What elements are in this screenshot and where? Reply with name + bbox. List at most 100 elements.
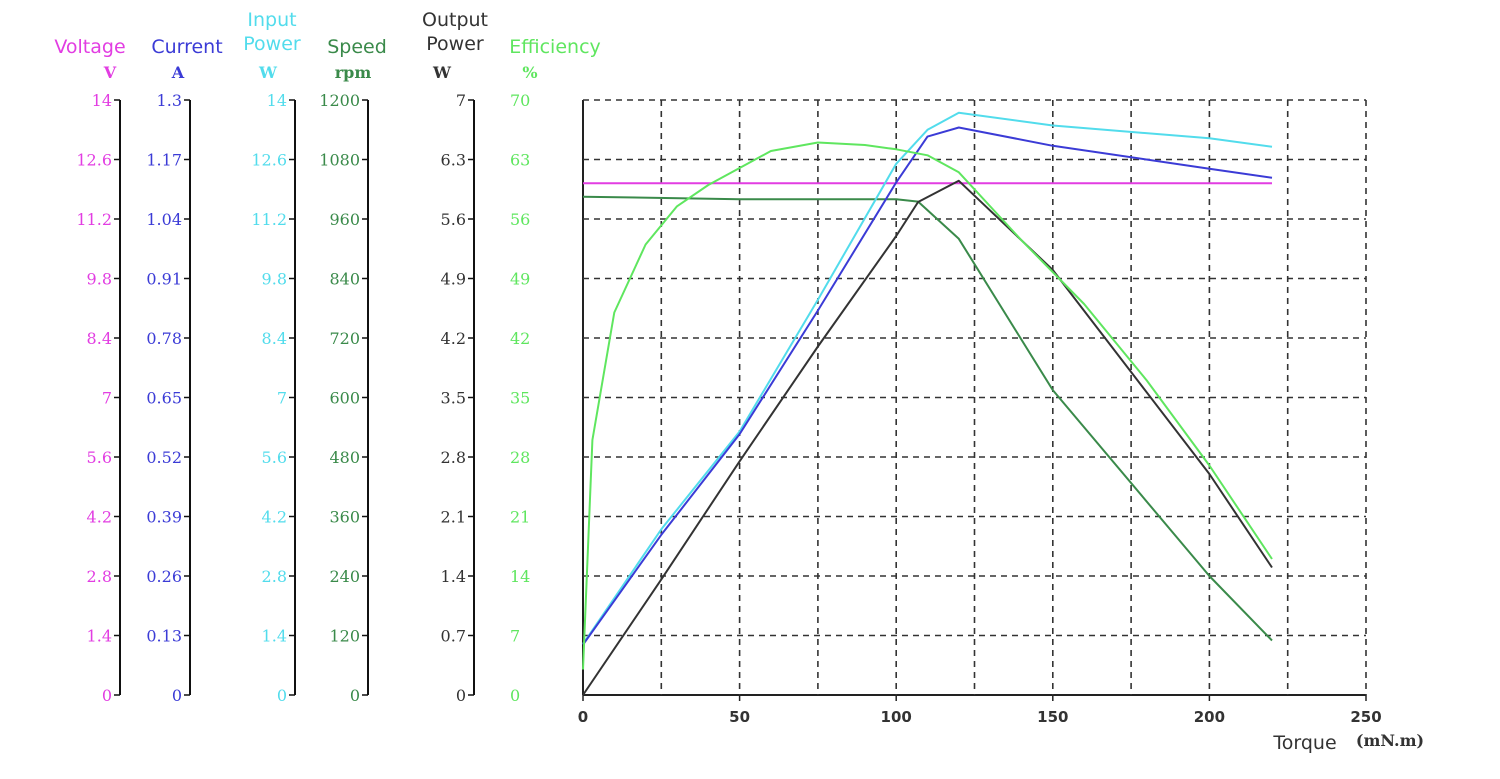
axis-tick-label: 0 bbox=[456, 686, 466, 705]
axis-tick-label: 1.4 bbox=[262, 627, 287, 646]
series-line-output_power bbox=[582, 179, 1273, 696]
axis-title-current: Current bbox=[151, 36, 222, 58]
axis-voltage: Voltage V 0 1.4 2.8 4.2 5.6 7 8.4 9.8 11.2 12.6 14 bbox=[54, 36, 125, 705]
axis-tick-label: 0.26 bbox=[146, 567, 182, 586]
axis-tick-label: 120 bbox=[329, 627, 360, 646]
axis-unit-input_power: W bbox=[258, 63, 278, 82]
axis-tick-label: 12.6 bbox=[76, 151, 112, 170]
axis-tick-label: 480 bbox=[329, 448, 360, 467]
axis-tick-label: 1.17 bbox=[146, 151, 182, 170]
axis-title-input_power: Input Power bbox=[243, 9, 301, 55]
axis-tick-label: 1.4 bbox=[441, 567, 466, 586]
axis-tick-label: 14 bbox=[267, 91, 287, 110]
axis-tick-label: 0.7 bbox=[441, 627, 466, 646]
axis-tick-label: 0 bbox=[277, 686, 287, 705]
axis-tick-label: 1.4 bbox=[87, 627, 112, 646]
axis-tick-label: 4.2 bbox=[87, 508, 112, 527]
axis-tick-label: 5.6 bbox=[262, 448, 287, 467]
x-tick-label: 200 bbox=[1194, 708, 1225, 726]
axis-tick-label: 11.2 bbox=[76, 210, 112, 229]
axis-tick-label: 6.3 bbox=[441, 151, 466, 170]
x-tick-label: 0 bbox=[578, 708, 588, 726]
axis-tick-label: 28 bbox=[510, 448, 530, 467]
axis-tick-label: 70 bbox=[510, 91, 530, 110]
axis-tick-label: 720 bbox=[329, 329, 360, 348]
axis-tick-label: 0.39 bbox=[146, 508, 182, 527]
x-tick-label: 100 bbox=[881, 708, 912, 726]
axis-title-efficiency: Efficiency bbox=[509, 36, 601, 58]
axis-tick-label: 1.3 bbox=[157, 91, 182, 110]
axis-output_power: Output Power W 0 0.7 1.4 2.1 2.8 3.5 4.2 4.9 5.6 6.3… bbox=[422, 9, 488, 705]
axis-tick-label: 0.52 bbox=[146, 448, 182, 467]
axis-current: Current A 0 0.13 0.26 0.39 0.52 0.65 0.78 0.91 1.0… bbox=[146, 36, 222, 705]
axis-tick-label: 35 bbox=[510, 389, 530, 408]
x-axis-unit: (mN.m) bbox=[1356, 731, 1424, 750]
axis-unit-current: A bbox=[171, 63, 185, 82]
axis-unit-speed: rpm bbox=[335, 63, 372, 82]
y-axes-layer: Voltage V 0 1.4 2.8 4.2 5.6 7 8.4 9.8 11.2 12.6 14 Cu… bbox=[54, 9, 600, 705]
axis-tick-label: 1.04 bbox=[146, 210, 182, 229]
axis-tick-label: 7 bbox=[277, 389, 287, 408]
axis-tick-label: 42 bbox=[510, 329, 530, 348]
axis-tick-label: 14 bbox=[92, 91, 112, 110]
axis-tick-label: 840 bbox=[329, 270, 360, 289]
axis-tick-label: 11.2 bbox=[251, 210, 287, 229]
axis-input_power: Input Power W 0 1.4 2.8 4.2 5.6 7 8.4 9.8 11.2 12.6 1… bbox=[243, 9, 301, 705]
axis-tick-label: 0.65 bbox=[146, 389, 182, 408]
series-line-speed bbox=[582, 195, 1273, 642]
axis-tick-label: 0 bbox=[102, 686, 112, 705]
series-line-current bbox=[582, 126, 1273, 646]
axis-tick-label: 360 bbox=[329, 508, 360, 527]
axis-efficiency: Efficiency% 0 7 14 21 28 35 42 49 56 63 70 bbox=[509, 36, 601, 705]
axis-speed: Speed rpm 0 120 240 360 480 600 720 840 960 1080 120… bbox=[319, 36, 387, 705]
axis-tick-label: 4.9 bbox=[441, 270, 466, 289]
axis-tick-label: 2.8 bbox=[441, 448, 466, 467]
axis-tick-label: 8.4 bbox=[87, 329, 112, 348]
axis-tick-label: 0.13 bbox=[146, 627, 182, 646]
axis-tick-label: 0 bbox=[350, 686, 360, 705]
axis-unit-efficiency: % bbox=[522, 63, 537, 82]
axis-tick-label: 600 bbox=[329, 389, 360, 408]
axis-tick-label: 1080 bbox=[319, 151, 360, 170]
axis-tick-label: 5.6 bbox=[441, 210, 466, 229]
axis-title-output_power: Output Power bbox=[422, 9, 488, 55]
axis-tick-label: 2.1 bbox=[441, 508, 466, 527]
series-line-efficiency bbox=[582, 141, 1273, 670]
axis-tick-label: 0 bbox=[510, 686, 520, 705]
series-layer bbox=[582, 111, 1273, 696]
x-axis-title: Torque bbox=[1272, 732, 1336, 754]
axis-tick-label: 0.78 bbox=[146, 329, 182, 348]
x-tick-label: 50 bbox=[729, 708, 750, 726]
axis-tick-label: 12.6 bbox=[251, 151, 287, 170]
axis-tick-label: 21 bbox=[510, 508, 530, 527]
plot-grid bbox=[582, 99, 1367, 696]
x-tick-label: 250 bbox=[1350, 708, 1381, 726]
axis-tick-label: 63 bbox=[510, 151, 530, 170]
axis-tick-label: 49 bbox=[510, 270, 530, 289]
x-axis: 0 50 100 150 200 250 Torque (mN.m) bbox=[578, 695, 1424, 754]
axis-tick-label: 4.2 bbox=[441, 329, 466, 348]
axis-tick-label: 8.4 bbox=[262, 329, 287, 348]
x-tick-label: 150 bbox=[1037, 708, 1068, 726]
axis-tick-label: 7 bbox=[456, 91, 466, 110]
axis-unit-output_power: W bbox=[432, 63, 452, 82]
axis-tick-label: 0.91 bbox=[146, 270, 182, 289]
axis-tick-label: 9.8 bbox=[87, 270, 112, 289]
axis-title-voltage: Voltage bbox=[54, 36, 125, 58]
axis-tick-label: 2.8 bbox=[262, 567, 287, 586]
axis-tick-label: 7 bbox=[102, 389, 112, 408]
axis-tick-label: 960 bbox=[329, 210, 360, 229]
axis-unit-voltage: V bbox=[103, 63, 117, 82]
axis-tick-label: 4.2 bbox=[262, 508, 287, 527]
axis-tick-label: 3.5 bbox=[441, 389, 466, 408]
axis-title-speed: Speed bbox=[327, 36, 387, 58]
axis-tick-label: 5.6 bbox=[87, 448, 112, 467]
axis-tick-label: 9.8 bbox=[262, 270, 287, 289]
axis-tick-label: 2.8 bbox=[87, 567, 112, 586]
axis-tick-label: 14 bbox=[510, 567, 530, 586]
axis-tick-label: 240 bbox=[329, 567, 360, 586]
axis-tick-label: 1200 bbox=[319, 91, 360, 110]
axis-tick-label: 56 bbox=[510, 210, 530, 229]
axis-tick-label: 7 bbox=[510, 627, 520, 646]
